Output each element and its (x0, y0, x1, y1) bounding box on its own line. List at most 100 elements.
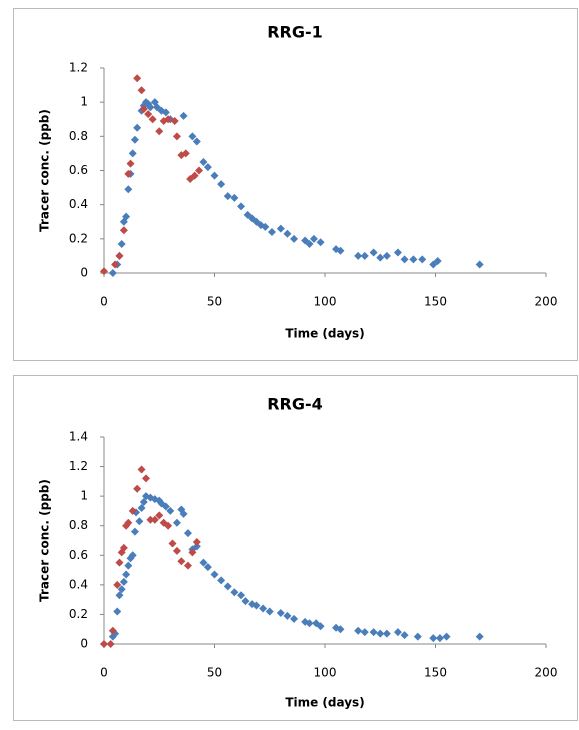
marker (237, 202, 246, 211)
x-tick-label: 200 (535, 295, 558, 309)
marker (309, 234, 318, 243)
marker (188, 132, 197, 141)
marker (217, 180, 226, 189)
marker (316, 622, 325, 631)
marker (150, 515, 159, 524)
chart-title: RRG-4 (267, 395, 323, 414)
marker (413, 632, 422, 641)
marker (183, 561, 192, 570)
marker (144, 110, 153, 119)
marker (210, 171, 219, 180)
marker (261, 222, 270, 231)
marker (376, 629, 385, 638)
y-tick-label: 1.2 (69, 61, 88, 75)
y-tick-label: 0.2 (69, 231, 88, 245)
marker (354, 626, 363, 635)
marker (128, 506, 137, 515)
marker (210, 570, 219, 579)
marker (113, 607, 122, 616)
marker (382, 629, 391, 638)
marker (124, 185, 133, 194)
y-tick-label: 1 (80, 489, 88, 503)
marker (124, 518, 133, 527)
marker (442, 632, 451, 641)
marker (283, 611, 292, 620)
marker (161, 502, 170, 511)
marker (108, 626, 117, 635)
marker (181, 149, 190, 158)
marker (360, 251, 369, 260)
marker (199, 558, 208, 567)
marker (164, 115, 173, 124)
y-tick-label: 0.8 (69, 129, 88, 143)
marker (190, 171, 199, 180)
marker (146, 103, 155, 112)
marker (192, 542, 201, 551)
marker (168, 539, 177, 548)
marker (203, 163, 212, 172)
x-tick-label: 150 (424, 295, 447, 309)
marker (354, 251, 363, 260)
marker (166, 506, 175, 515)
marker (139, 105, 148, 113)
y-axis-label: Tracer conc. (ppb) (38, 109, 52, 232)
x-axis-label: Time (days) (285, 327, 364, 341)
y-tick-label: 0.6 (69, 548, 88, 562)
marker (135, 517, 144, 526)
marker (336, 625, 345, 634)
marker (435, 634, 444, 643)
x-axis-label: Time (days) (285, 696, 364, 710)
marker (217, 576, 226, 585)
marker (115, 591, 124, 600)
x-tick-label: 100 (314, 295, 337, 309)
marker (252, 601, 261, 610)
marker (139, 498, 148, 507)
marker (126, 159, 135, 168)
marker (393, 248, 402, 257)
marker (119, 543, 128, 552)
marker (241, 597, 250, 606)
y-tick-label: 0.4 (69, 577, 88, 591)
marker (115, 251, 124, 260)
y-tick-label: 0 (80, 266, 88, 280)
marker (132, 508, 141, 517)
marker (117, 239, 126, 248)
y-tick-label: 1.2 (69, 459, 88, 473)
marker (259, 604, 268, 613)
marker (369, 628, 378, 637)
marker (172, 546, 181, 555)
marker (128, 149, 137, 158)
marker (203, 563, 212, 572)
marker (183, 529, 192, 538)
marker (130, 135, 139, 144)
marker (111, 260, 120, 269)
x-tick-label: 50 (207, 666, 222, 680)
y-tick-label: 0.8 (69, 518, 88, 532)
marker (141, 474, 150, 483)
marker (122, 212, 131, 221)
marker (409, 255, 418, 264)
marker (148, 115, 157, 124)
marker (133, 74, 142, 83)
marker (137, 503, 146, 512)
marker (106, 640, 115, 648)
marker (172, 132, 181, 141)
marker (475, 632, 484, 641)
marker (179, 509, 188, 518)
marker (164, 521, 173, 530)
marker (223, 192, 232, 201)
marker (400, 631, 409, 640)
marker (117, 585, 126, 594)
marker (113, 580, 122, 589)
marker (124, 561, 133, 570)
x-tick-label: 0 (100, 295, 108, 309)
marker (276, 608, 285, 617)
marker (161, 108, 170, 117)
marker (133, 484, 142, 493)
marker (192, 137, 201, 146)
marker (130, 527, 139, 536)
chart-title: RRG-1 (267, 23, 323, 42)
marker (316, 238, 325, 247)
marker (100, 267, 108, 276)
